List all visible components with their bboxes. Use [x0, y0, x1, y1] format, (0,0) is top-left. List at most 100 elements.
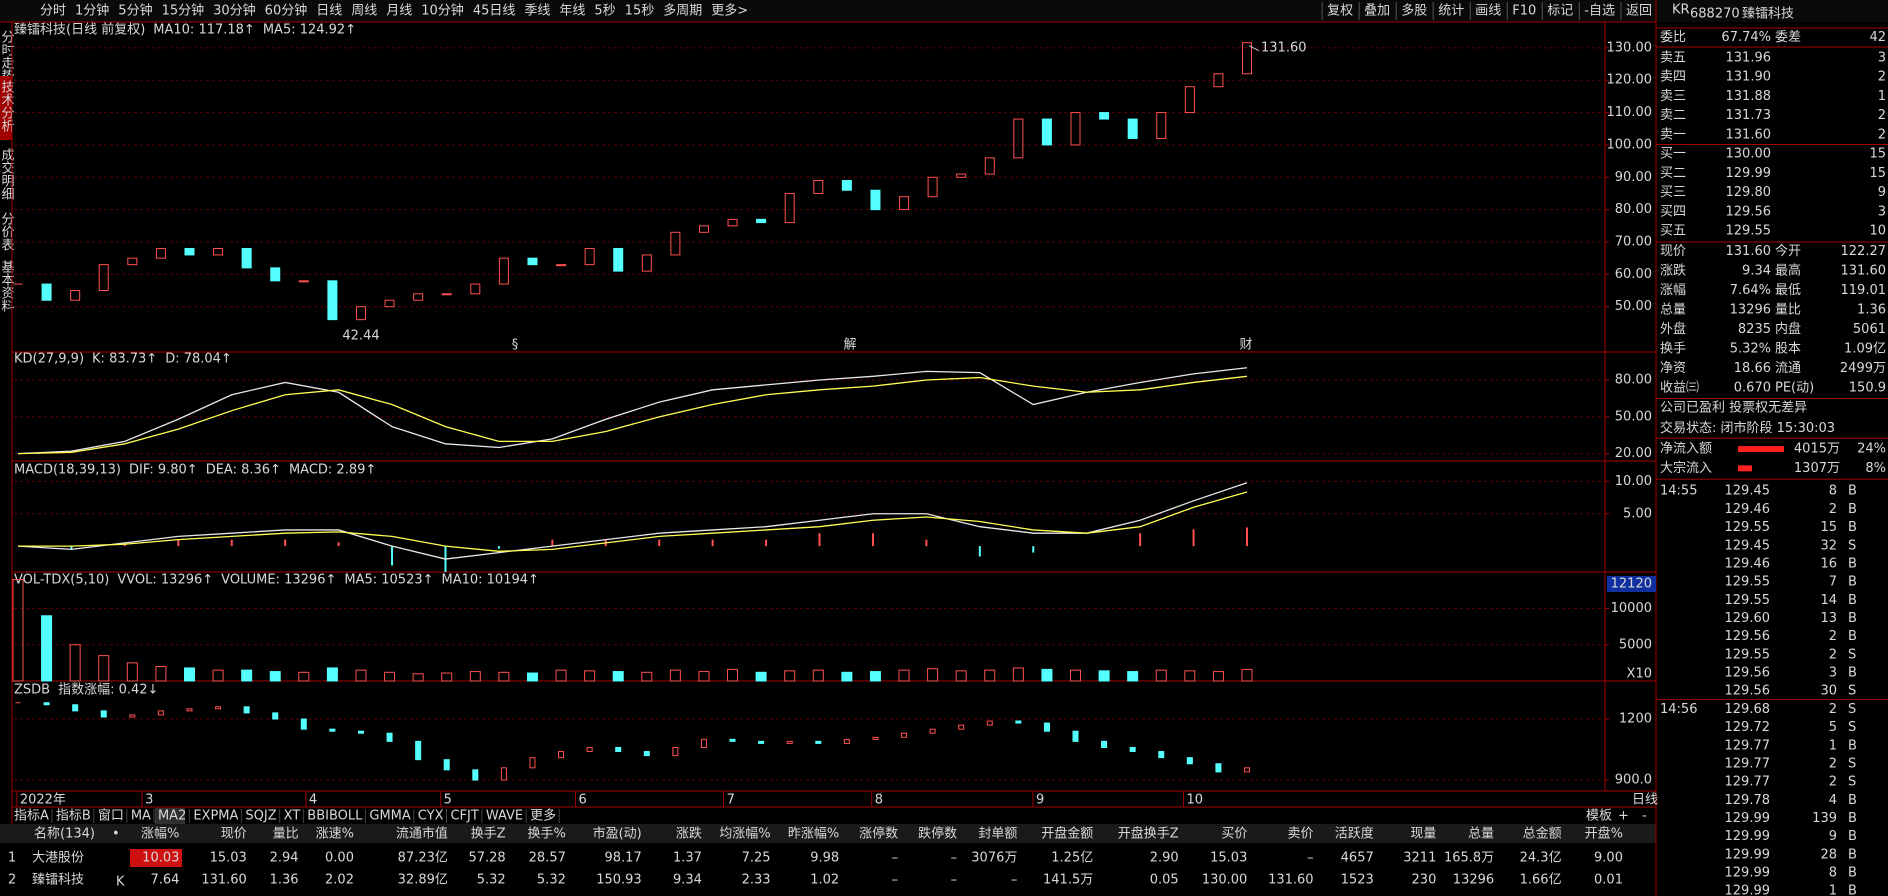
table-cell: 57.28	[468, 851, 505, 866]
period-tab[interactable]: 5秒	[594, 4, 615, 19]
stat-label: 涨幅	[1660, 283, 1686, 298]
indicator-tab[interactable]: XT	[284, 809, 301, 824]
trade-price: 129.99	[1725, 866, 1771, 881]
table-cell: 3076万	[971, 851, 1017, 866]
indicator-tab[interactable]: CYX	[418, 809, 444, 824]
tool-button[interactable]: 返回	[1626, 4, 1652, 19]
tool-button[interactable]: 复权	[1327, 3, 1353, 19]
y-tick-label: 20.00	[1615, 446, 1652, 461]
tool-button[interactable]: 画线	[1475, 4, 1501, 19]
period-tab[interactable]: 30分钟	[213, 3, 256, 19]
date-label: 10	[1187, 793, 1204, 808]
table-header-bg	[0, 824, 1656, 843]
annot-line	[1248, 45, 1260, 52]
indicator-tab[interactable]: 更多	[530, 808, 556, 824]
volume-bar	[1012, 667, 1024, 682]
stock-name[interactable]: 大港股份	[32, 851, 84, 866]
period-tab[interactable]: 季线	[524, 4, 550, 19]
volume-bar	[69, 644, 81, 682]
volume-bar	[1098, 670, 1110, 682]
vol-unit: X10	[1627, 667, 1652, 682]
tool-button[interactable]: 叠加	[1364, 4, 1390, 19]
event-marker[interactable]: 财	[1239, 338, 1252, 353]
tool-button[interactable]: F10	[1512, 4, 1536, 19]
indicator-tab[interactable]: GMMA	[369, 809, 411, 824]
sidebar-tab[interactable]: 技术分析	[0, 80, 14, 132]
tool-button[interactable]: -自选	[1584, 4, 1615, 19]
period-tab[interactable]: 日线	[316, 4, 342, 19]
volume-bar	[441, 672, 453, 682]
indicator-tab[interactable]: CFJT	[450, 809, 478, 824]
candle	[72, 704, 79, 712]
trade-price: 129.56	[1725, 684, 1771, 699]
period-tab[interactable]: 10分钟	[421, 3, 464, 19]
table-header: 总量	[1468, 827, 1494, 842]
period-tab[interactable]: 周线	[351, 4, 377, 19]
trade-volume: 2	[1829, 775, 1837, 790]
indicator-tab[interactable]: MA2	[158, 809, 186, 824]
trade-volume: 3	[1829, 666, 1837, 681]
indicator-tab[interactable]: 指标B	[56, 809, 91, 824]
row-flag: K	[116, 875, 125, 890]
candle	[1015, 720, 1022, 724]
candle	[615, 746, 622, 753]
candle	[1213, 73, 1224, 88]
trade-volume: 8	[1829, 866, 1837, 881]
period-tab[interactable]: 分时	[40, 4, 66, 19]
template-tab[interactable]: 模板	[1586, 809, 1612, 824]
period-tab[interactable]: 多周期	[663, 3, 702, 19]
indicator-tab[interactable]: MA	[131, 809, 151, 824]
candle	[1101, 740, 1108, 748]
book-price: 131.60	[1726, 127, 1772, 142]
event-marker[interactable]: 解	[843, 338, 856, 353]
candle	[241, 247, 252, 269]
template-tab[interactable]: -	[1642, 809, 1647, 824]
trade-time: 14:55	[1660, 484, 1697, 499]
table-cell: 3211	[1403, 851, 1436, 866]
indicator-tab[interactable]: SQJZ	[245, 809, 276, 824]
status-note: 公司已盈利 投票权无差异	[1660, 400, 1807, 416]
indicator-tab[interactable]: WAVE	[486, 809, 523, 824]
tool-button[interactable]: 标记	[1547, 4, 1573, 19]
stock-name[interactable]: 臻镭科技	[32, 873, 84, 888]
y-tick-label: 70.00	[1615, 235, 1652, 250]
period-tab[interactable]: 60分钟	[265, 3, 308, 19]
period-tab[interactable]: 5分钟	[118, 3, 152, 19]
indicator-tab[interactable]: EXPMA	[193, 809, 238, 824]
period-tab[interactable]: 月线	[386, 4, 412, 19]
period-tab[interactable]: 1分钟	[75, 3, 109, 19]
candle	[756, 218, 767, 224]
volume-bar	[669, 669, 681, 682]
candle	[727, 218, 738, 227]
volume-bar	[812, 669, 824, 682]
event-marker[interactable]: §	[512, 338, 519, 353]
template-tab[interactable]: +	[1618, 809, 1629, 824]
sidebar-tab[interactable]: 分时走势	[0, 30, 14, 83]
trade-volume: 8	[1829, 484, 1837, 499]
indicator-tab[interactable]: 指标A	[14, 809, 49, 824]
period-tab[interactable]: 年线	[559, 4, 585, 19]
table-cell: 15.03	[1210, 851, 1247, 866]
volume-bar	[755, 671, 767, 682]
sidebar-tab[interactable]: 基本资料	[0, 260, 14, 312]
volume-bar	[183, 667, 195, 682]
table-cell: 24.3亿	[1520, 851, 1562, 866]
indicator-tab[interactable]: 窗口	[98, 808, 124, 824]
candle	[986, 720, 993, 726]
sidebar-tab[interactable]: 分价表	[0, 212, 14, 251]
period-tab[interactable]: 更多>	[711, 3, 748, 19]
sidebar-tab[interactable]: 成交明细	[0, 148, 14, 200]
stat-label: 最低	[1775, 283, 1801, 298]
date-label: 8	[875, 793, 883, 808]
period-tab[interactable]: 15分钟	[162, 3, 205, 19]
volume-bar	[126, 662, 138, 682]
period-tab[interactable]: 45日线	[473, 4, 516, 19]
period-tab[interactable]: 15秒	[625, 4, 655, 19]
candle	[184, 247, 195, 256]
volume-bar	[869, 671, 881, 682]
book-price: 131.73	[1726, 108, 1772, 123]
tool-button[interactable]: 多股	[1401, 3, 1427, 19]
book-label: 卖四	[1660, 70, 1686, 85]
indicator-tab[interactable]: BBIBOLL	[307, 809, 363, 824]
tool-button[interactable]: 统计	[1438, 4, 1464, 19]
